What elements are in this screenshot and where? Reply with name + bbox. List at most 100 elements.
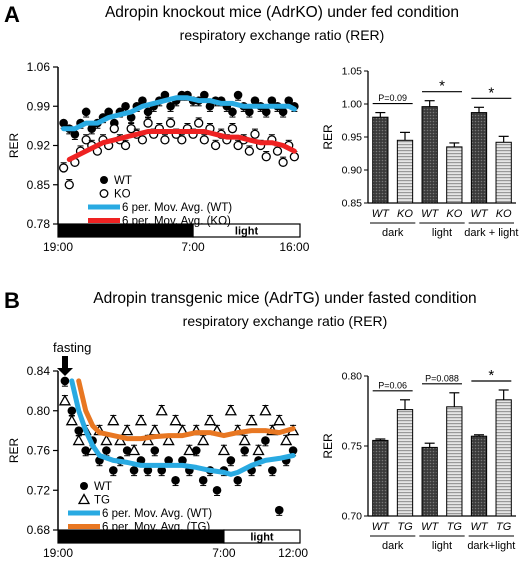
data-point bbox=[157, 466, 167, 475]
y-tick-label: 1.00 bbox=[342, 99, 363, 111]
legend-label: 6 per. Mov. Avg. (WT) bbox=[102, 508, 212, 520]
category-label: WT bbox=[372, 208, 390, 220]
category-label: TG bbox=[397, 521, 413, 533]
data-point bbox=[169, 414, 182, 426]
data-point bbox=[191, 446, 201, 455]
panel-b-letter: B bbox=[4, 288, 20, 313]
x-tick-label: 19:00 bbox=[43, 240, 73, 254]
data-point bbox=[109, 124, 119, 134]
legend-label: 6 per. Mov. Avg. (KO) bbox=[122, 216, 231, 228]
legend-marker bbox=[77, 493, 91, 505]
data-point bbox=[261, 107, 271, 117]
data-point bbox=[81, 446, 90, 455]
legend-label: WT bbox=[94, 481, 112, 493]
y-axis-label: RER bbox=[321, 433, 335, 459]
data-point bbox=[155, 404, 168, 416]
data-point bbox=[245, 107, 254, 117]
data-point bbox=[72, 434, 85, 446]
data-point bbox=[166, 101, 175, 111]
x-tick-label: 16:00 bbox=[279, 240, 309, 254]
data-point bbox=[280, 434, 293, 446]
category-label: WT bbox=[470, 208, 488, 220]
data-point bbox=[137, 135, 148, 145]
y-tick-label: 0.90 bbox=[342, 165, 363, 177]
moving-average-line bbox=[76, 378, 296, 442]
legend-marker bbox=[99, 189, 109, 198]
data-point bbox=[194, 118, 204, 128]
bar bbox=[372, 439, 389, 517]
bar bbox=[396, 139, 414, 204]
data-point bbox=[129, 466, 139, 475]
fasting-arrow-icon bbox=[57, 356, 73, 376]
data-point bbox=[109, 466, 118, 475]
category-label: WT bbox=[421, 208, 439, 220]
legend-label: 6 per. Mov. Avg. (WT) bbox=[122, 202, 232, 214]
group-label: dark+light bbox=[467, 540, 515, 552]
data-point bbox=[204, 414, 217, 426]
significance-label: P=0.09 bbox=[378, 93, 407, 103]
data-point bbox=[261, 436, 270, 445]
data-point bbox=[244, 146, 254, 156]
data-point bbox=[107, 414, 120, 426]
data-point bbox=[171, 476, 180, 485]
data-point bbox=[212, 485, 222, 495]
significance-label: * bbox=[488, 84, 494, 101]
chart-a-line: 0.78 0.85 0.92 0.99 1.06 RER dark light 19:00 7:0… bbox=[7, 60, 310, 254]
legend: WT KO6 per. Mov. Avg. (WT) 6 per. Mov. Avg… bbox=[88, 175, 232, 228]
legend-label: 6 per. Mov. Avg. (TG) bbox=[102, 522, 210, 534]
panel-a-subtitle: respiratory exchange ratio (RER) bbox=[180, 27, 385, 43]
data-point bbox=[224, 404, 237, 416]
data-point bbox=[164, 456, 173, 465]
chart-b-line: 0.68 0.72 0.76 0.80 0.84 RER dark light 19:00 7:0… bbox=[7, 364, 308, 560]
y-tick-label: 0.85 bbox=[27, 178, 51, 192]
data-point bbox=[121, 101, 130, 111]
data-point bbox=[240, 446, 249, 455]
significance-label: * bbox=[439, 78, 445, 95]
data-point bbox=[121, 424, 134, 436]
category-label: TG bbox=[496, 521, 512, 533]
group-label: dark + light bbox=[464, 227, 518, 239]
data-point bbox=[102, 446, 111, 455]
y-axis-label: RER bbox=[321, 124, 335, 150]
data-point bbox=[199, 135, 209, 145]
bar bbox=[495, 141, 512, 204]
legend-label: WT bbox=[114, 175, 132, 187]
data-point bbox=[250, 96, 260, 105]
data-point bbox=[228, 107, 237, 117]
category-label: WT bbox=[421, 521, 439, 533]
data-point bbox=[267, 96, 277, 105]
data-point bbox=[233, 476, 243, 485]
data-point bbox=[252, 444, 265, 456]
data-point bbox=[245, 414, 258, 426]
x-tick-label: 19:00 bbox=[43, 546, 73, 560]
data-point bbox=[227, 124, 238, 134]
chart-a-bar: 0.85 0.90 0.95 1.00 1.05 RER WT KO WT KO WT KO dark l… bbox=[321, 66, 518, 240]
legend: WT TG6 per. Mov. Avg. (WT) 6 per. Mov. Avg… bbox=[68, 481, 212, 534]
panel-b-title: Adropin transgenic mice (AdrTG) under fa… bbox=[93, 290, 476, 307]
bar bbox=[372, 116, 389, 204]
data-point bbox=[197, 434, 210, 446]
data-point bbox=[238, 434, 251, 446]
data-point bbox=[64, 180, 74, 190]
x-tick-label: 12:00 bbox=[278, 546, 308, 560]
data-point bbox=[259, 404, 272, 416]
data-point bbox=[289, 152, 300, 162]
data-point bbox=[134, 414, 148, 426]
data-point bbox=[60, 376, 70, 386]
y-tick-label: 1.05 bbox=[342, 66, 363, 78]
legend-marker bbox=[100, 176, 108, 184]
data-point bbox=[104, 107, 113, 117]
x-tick-label: 7:00 bbox=[212, 546, 236, 560]
data-point bbox=[272, 146, 283, 156]
x-tick-label: 7:00 bbox=[181, 240, 205, 254]
period-label: dark bbox=[114, 226, 138, 238]
data-point bbox=[200, 90, 209, 100]
y-tick-label: 0.70 bbox=[342, 511, 363, 523]
data-point bbox=[198, 476, 208, 485]
group-label: light bbox=[432, 227, 452, 239]
category-label: KO bbox=[446, 208, 462, 220]
category-label: KO bbox=[496, 208, 512, 220]
data-point bbox=[268, 466, 277, 475]
data-point bbox=[59, 118, 68, 128]
data-point bbox=[177, 135, 187, 145]
